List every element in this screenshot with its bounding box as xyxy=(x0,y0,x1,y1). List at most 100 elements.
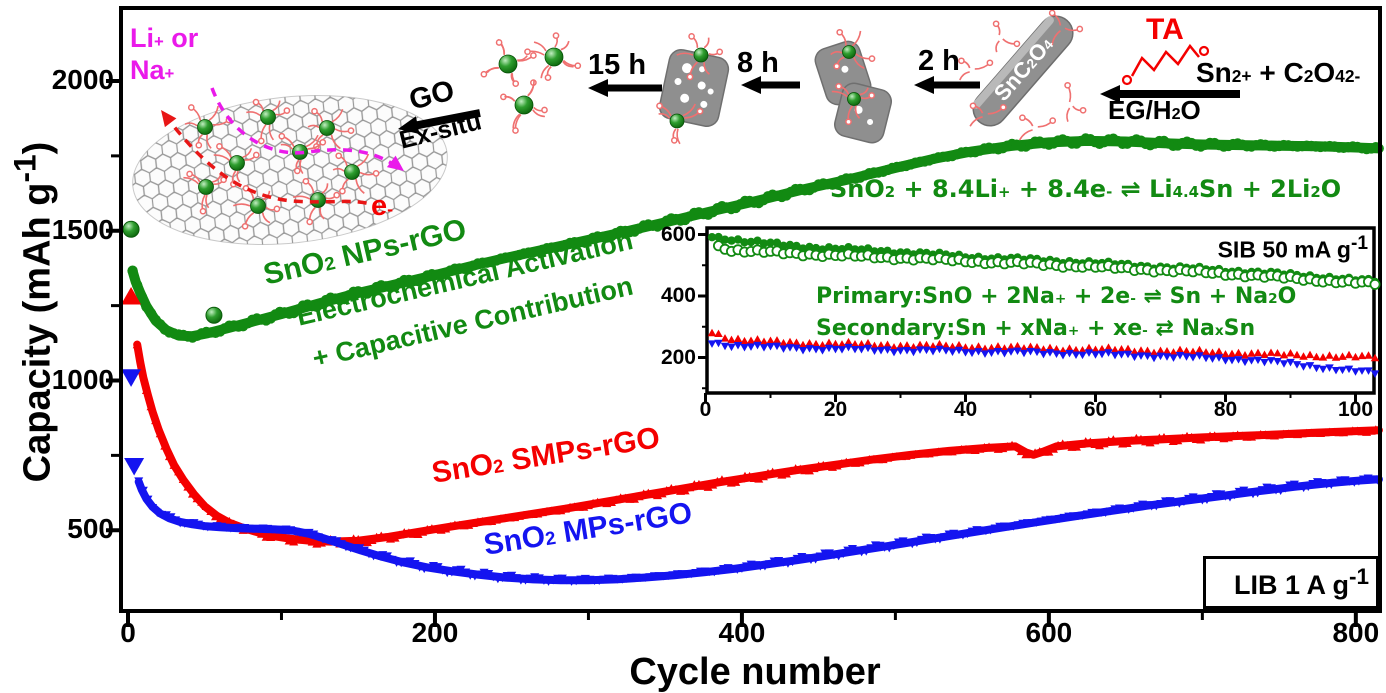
data-marker-triangle xyxy=(735,474,745,483)
data-marker-triangle xyxy=(1122,439,1132,448)
data-marker-triangle xyxy=(275,530,285,539)
ta-ligand-end xyxy=(335,152,343,160)
inset-marker-triangle xyxy=(1364,351,1373,359)
data-marker-triangle xyxy=(192,494,202,503)
data-marker-triangle xyxy=(629,494,639,503)
ta-ligand-squiggle xyxy=(969,116,983,127)
ta-ligand-end xyxy=(186,170,193,178)
inset-x-tick-label: 0 xyxy=(699,398,712,421)
inset-marker-triangle xyxy=(792,338,801,346)
inset-marker-triangle xyxy=(1370,370,1380,378)
inset-marker-triangle xyxy=(798,340,808,349)
ta-ligand-end xyxy=(524,48,531,56)
ta-ligand-end xyxy=(1048,9,1056,17)
lone-marker-circle xyxy=(122,220,140,238)
data-marker-triangle xyxy=(418,527,428,536)
inset-marker-triangle xyxy=(1318,353,1328,361)
inset-y-tick-label: 200 xyxy=(660,345,696,369)
sno2-nanoparticle xyxy=(842,45,856,59)
data-marker-triangle xyxy=(359,546,369,555)
inset-marker-triangle xyxy=(1052,350,1061,359)
data-marker-triangle xyxy=(187,489,197,498)
inset-marker-triangle xyxy=(1169,354,1178,362)
data-marker-triangle xyxy=(611,495,621,504)
ta-ligand-squiggle xyxy=(703,62,710,75)
data-marker-triangle xyxy=(447,568,457,577)
inset-marker-triangle xyxy=(850,339,860,348)
data-marker-triangle xyxy=(815,552,825,561)
ta-ligand-end xyxy=(199,207,207,215)
inset-marker-triangle xyxy=(733,334,743,343)
data-marker-triangle xyxy=(548,576,558,585)
inset-x-tick-label: 80 xyxy=(1213,398,1238,421)
data-marker-triangle xyxy=(998,444,1008,453)
ta-ligand-end xyxy=(278,132,286,140)
data-marker-triangle xyxy=(703,482,713,491)
inset-marker-triangle xyxy=(720,342,730,351)
data-marker-triangle xyxy=(889,541,899,550)
ta-molecule-chain xyxy=(1130,43,1200,77)
ta-ligand-squiggle xyxy=(355,178,365,194)
inset-marker-triangle xyxy=(1000,350,1009,358)
data-marker-triangle xyxy=(811,555,821,564)
ta-ligand-squiggle xyxy=(246,111,261,117)
ta-ligand-end xyxy=(868,55,876,62)
y-tick-label: 1000 xyxy=(51,363,114,395)
inset-marker-triangle xyxy=(889,343,899,351)
data-marker-triangle xyxy=(1016,447,1026,456)
data-marker-triangle xyxy=(986,526,996,535)
inset-marker-triangle xyxy=(1195,352,1204,360)
data-marker-triangle xyxy=(438,566,448,575)
inset-marker-triangle xyxy=(714,329,723,338)
inset-marker-triangle xyxy=(1273,348,1282,357)
data-marker-triangle xyxy=(210,512,220,521)
inset-marker-triangle xyxy=(922,346,931,355)
inset-marker-triangle xyxy=(1084,343,1094,352)
sno2-nanoparticle xyxy=(847,92,861,106)
inset-marker-triangle xyxy=(1071,351,1081,359)
ta-ligand-end xyxy=(999,103,1007,111)
inset-marker-triangle xyxy=(785,344,795,352)
data-marker-triangle xyxy=(1230,491,1240,500)
ta-ligand-squiggle xyxy=(851,30,862,47)
ta-ligand-squiggle xyxy=(1066,107,1071,122)
data-marker-triangle xyxy=(511,574,521,583)
lone-marker-triangle xyxy=(121,369,142,387)
inset-marker-triangle xyxy=(1162,347,1172,355)
data-marker-triangle xyxy=(1225,493,1235,502)
inset-marker-triangle xyxy=(1221,350,1230,358)
inset-marker-triangle xyxy=(1357,351,1367,360)
inset-marker-triangle xyxy=(928,342,938,350)
data-marker-triangle xyxy=(1200,433,1210,442)
porous-particle xyxy=(658,49,730,127)
ta-label: TA xyxy=(1146,13,1184,46)
inset-marker-triangle xyxy=(1286,358,1295,367)
data-marker-triangle xyxy=(1085,437,1095,446)
inset-marker-triangle xyxy=(1156,346,1165,354)
inset-marker-triangle xyxy=(837,340,847,348)
ta-ligand-squiggle xyxy=(560,40,570,51)
step-8h-label: 8 h xyxy=(737,47,779,79)
data-marker-triangle xyxy=(353,535,363,543)
arrow-8h-head xyxy=(741,76,761,94)
inset-marker-triangle xyxy=(740,344,749,352)
snc2o4-rod-highlight xyxy=(972,16,1054,109)
ta-ligand-end xyxy=(868,92,876,99)
ta-ligand-end xyxy=(333,191,341,199)
ta-ligand-end xyxy=(670,137,678,144)
inset-marker-triangle xyxy=(1331,353,1341,361)
ta-ligand-end xyxy=(283,107,291,114)
sno2-nanoparticle xyxy=(498,54,518,74)
sno2-nanoparticle xyxy=(669,113,685,129)
data-marker-triangle xyxy=(685,483,695,492)
inset-marker-triangle xyxy=(1286,349,1295,357)
data-marker-triangle xyxy=(940,533,950,542)
inset-marker-triangle xyxy=(1253,356,1263,365)
ta-ligand-end xyxy=(480,70,488,78)
inset-marker-triangle xyxy=(805,338,814,347)
data-marker-triangle xyxy=(141,386,151,394)
data-marker-triangle xyxy=(1164,435,1174,444)
data-marker-triangle xyxy=(680,486,690,495)
data-marker-triangle xyxy=(1202,496,1212,505)
inset-marker-triangle xyxy=(733,342,743,350)
